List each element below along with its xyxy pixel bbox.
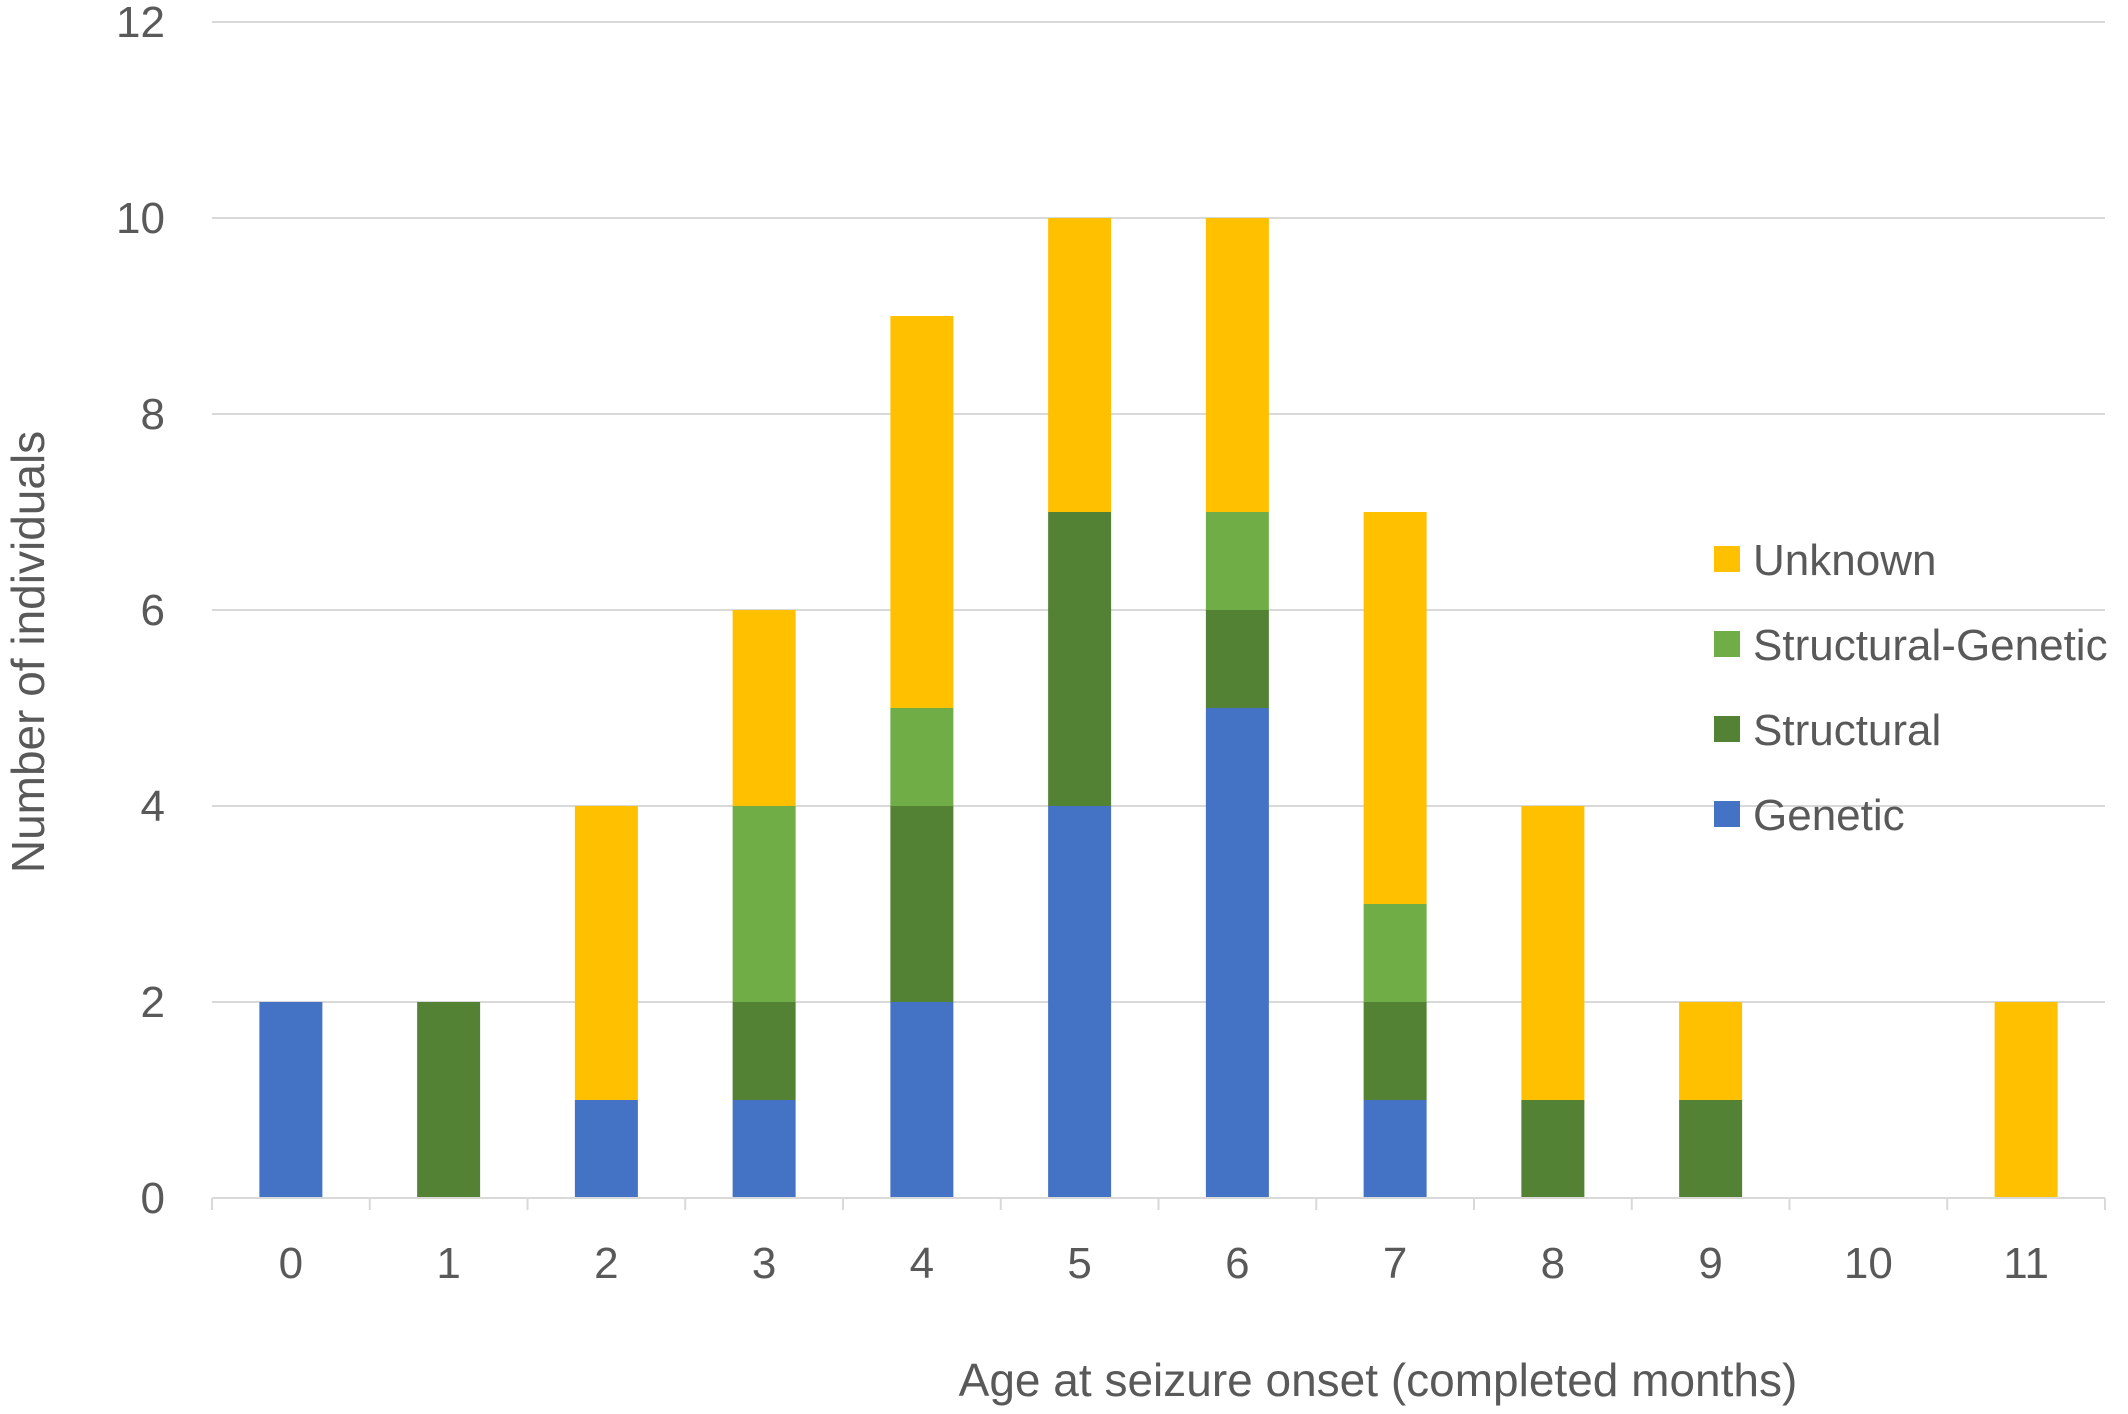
bar-structural-genetic-6 <box>1205 512 1269 610</box>
bar-structural-9 <box>1679 1100 1743 1198</box>
bar-unknown-8 <box>1521 806 1585 1100</box>
y-tick-label-12: 12 <box>116 0 165 47</box>
bar-unknown-11 <box>1994 1002 2058 1198</box>
legend-label-structural: Structural <box>1753 706 1941 755</box>
x-tick-label-0: 0 <box>279 1239 303 1288</box>
bar-structural-4 <box>890 806 954 1002</box>
bar-unknown-3 <box>732 610 796 806</box>
bar-structural-genetic-4 <box>890 708 954 806</box>
x-axis <box>211 1197 2106 1210</box>
legend-swatch-genetic <box>1714 801 1740 827</box>
y-tick-label-0: 0 <box>141 1174 165 1223</box>
y-tick-label-6: 6 <box>141 586 165 635</box>
bar-structural-genetic-7 <box>1363 904 1427 1002</box>
bar-structural-7 <box>1363 1002 1427 1100</box>
y-tick-label-10: 10 <box>116 194 165 243</box>
y-axis: 0 2 4 6 8 10 12 <box>116 0 165 1223</box>
bar-genetic-7 <box>1363 1100 1427 1198</box>
x-tick-label-11: 11 <box>2003 1239 2049 1288</box>
legend-swatch-structural <box>1714 716 1740 742</box>
bar-unknown-6 <box>1205 218 1269 512</box>
bar-unknown-9 <box>1679 1002 1743 1100</box>
bar-structural-8 <box>1521 1100 1585 1198</box>
legend: Unknown Structural-Genetic Structural Genet… <box>1714 536 2108 840</box>
x-tick-label-10: 10 <box>1844 1239 1893 1288</box>
x-tick-labels: 0 1 2 3 4 5 6 7 8 9 10 11 <box>279 1239 2049 1288</box>
bar-structural-3 <box>732 1002 796 1100</box>
bar-genetic-0 <box>259 1002 323 1198</box>
bar-structural-5 <box>1048 512 1112 806</box>
y-tick-label-4: 4 <box>141 782 165 831</box>
x-axis-title: Age at seizure onset (completed months) <box>959 1354 1798 1406</box>
legend-label-unknown: Unknown <box>1753 536 1936 585</box>
x-tick-label-4: 4 <box>910 1239 934 1288</box>
x-tick-label-2: 2 <box>594 1239 618 1288</box>
bar-genetic-3 <box>732 1100 796 1198</box>
bar-unknown-2 <box>574 806 638 1100</box>
bar-genetic-5 <box>1048 806 1112 1198</box>
bar-genetic-2 <box>574 1100 638 1198</box>
bar-unknown-4 <box>890 316 954 708</box>
legend-swatch-unknown <box>1714 546 1740 572</box>
bar-genetic-6 <box>1205 708 1269 1198</box>
legend-label-structural-genetic: Structural-Genetic <box>1753 621 2108 670</box>
bar-structural-genetic-3 <box>732 806 796 1002</box>
x-tick-label-9: 9 <box>1698 1239 1722 1288</box>
bar-structural-1 <box>417 1002 481 1198</box>
x-tick-label-1: 1 <box>436 1239 460 1288</box>
bar-unknown-7 <box>1363 512 1427 904</box>
x-tick-label-7: 7 <box>1383 1239 1407 1288</box>
x-tick-label-5: 5 <box>1067 1239 1091 1288</box>
bar-structural-6 <box>1205 610 1269 708</box>
bar-genetic-4 <box>890 1002 954 1198</box>
gridlines <box>212 21 2105 1003</box>
legend-label-genetic: Genetic <box>1753 791 1905 840</box>
x-tick-label-6: 6 <box>1225 1239 1249 1288</box>
legend-swatch-structural-genetic <box>1714 631 1740 657</box>
bars <box>259 218 2058 1198</box>
y-tick-label-8: 8 <box>141 390 165 439</box>
y-tick-label-2: 2 <box>141 978 165 1027</box>
x-tick-label-3: 3 <box>752 1239 776 1288</box>
x-tick-label-8: 8 <box>1541 1239 1565 1288</box>
bar-unknown-5 <box>1048 218 1112 512</box>
y-axis-title: Number of individuals <box>2 431 54 873</box>
